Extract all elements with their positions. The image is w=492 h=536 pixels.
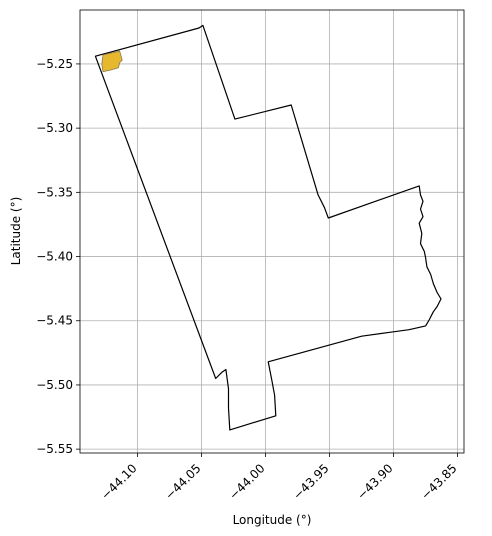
y-tick-label: −5.40	[36, 250, 73, 264]
y-tick-label: −5.25	[36, 57, 73, 71]
y-axis-label: Latitude (°)	[9, 197, 23, 266]
y-tick-label: −5.45	[36, 314, 73, 328]
shape-layer	[94, 24, 442, 431]
y-tick-label: −5.35	[36, 185, 73, 199]
y-tick-label: −5.55	[36, 442, 73, 456]
y-tick-label: −5.30	[36, 121, 73, 135]
y-tick-label: −5.50	[36, 378, 73, 392]
x-axis-label: Longitude (°)	[233, 513, 312, 527]
grid-layer	[80, 10, 464, 453]
highlighted-area	[101, 50, 123, 73]
municipality-boundary	[94, 24, 442, 431]
plot-frame	[79, 9, 465, 454]
